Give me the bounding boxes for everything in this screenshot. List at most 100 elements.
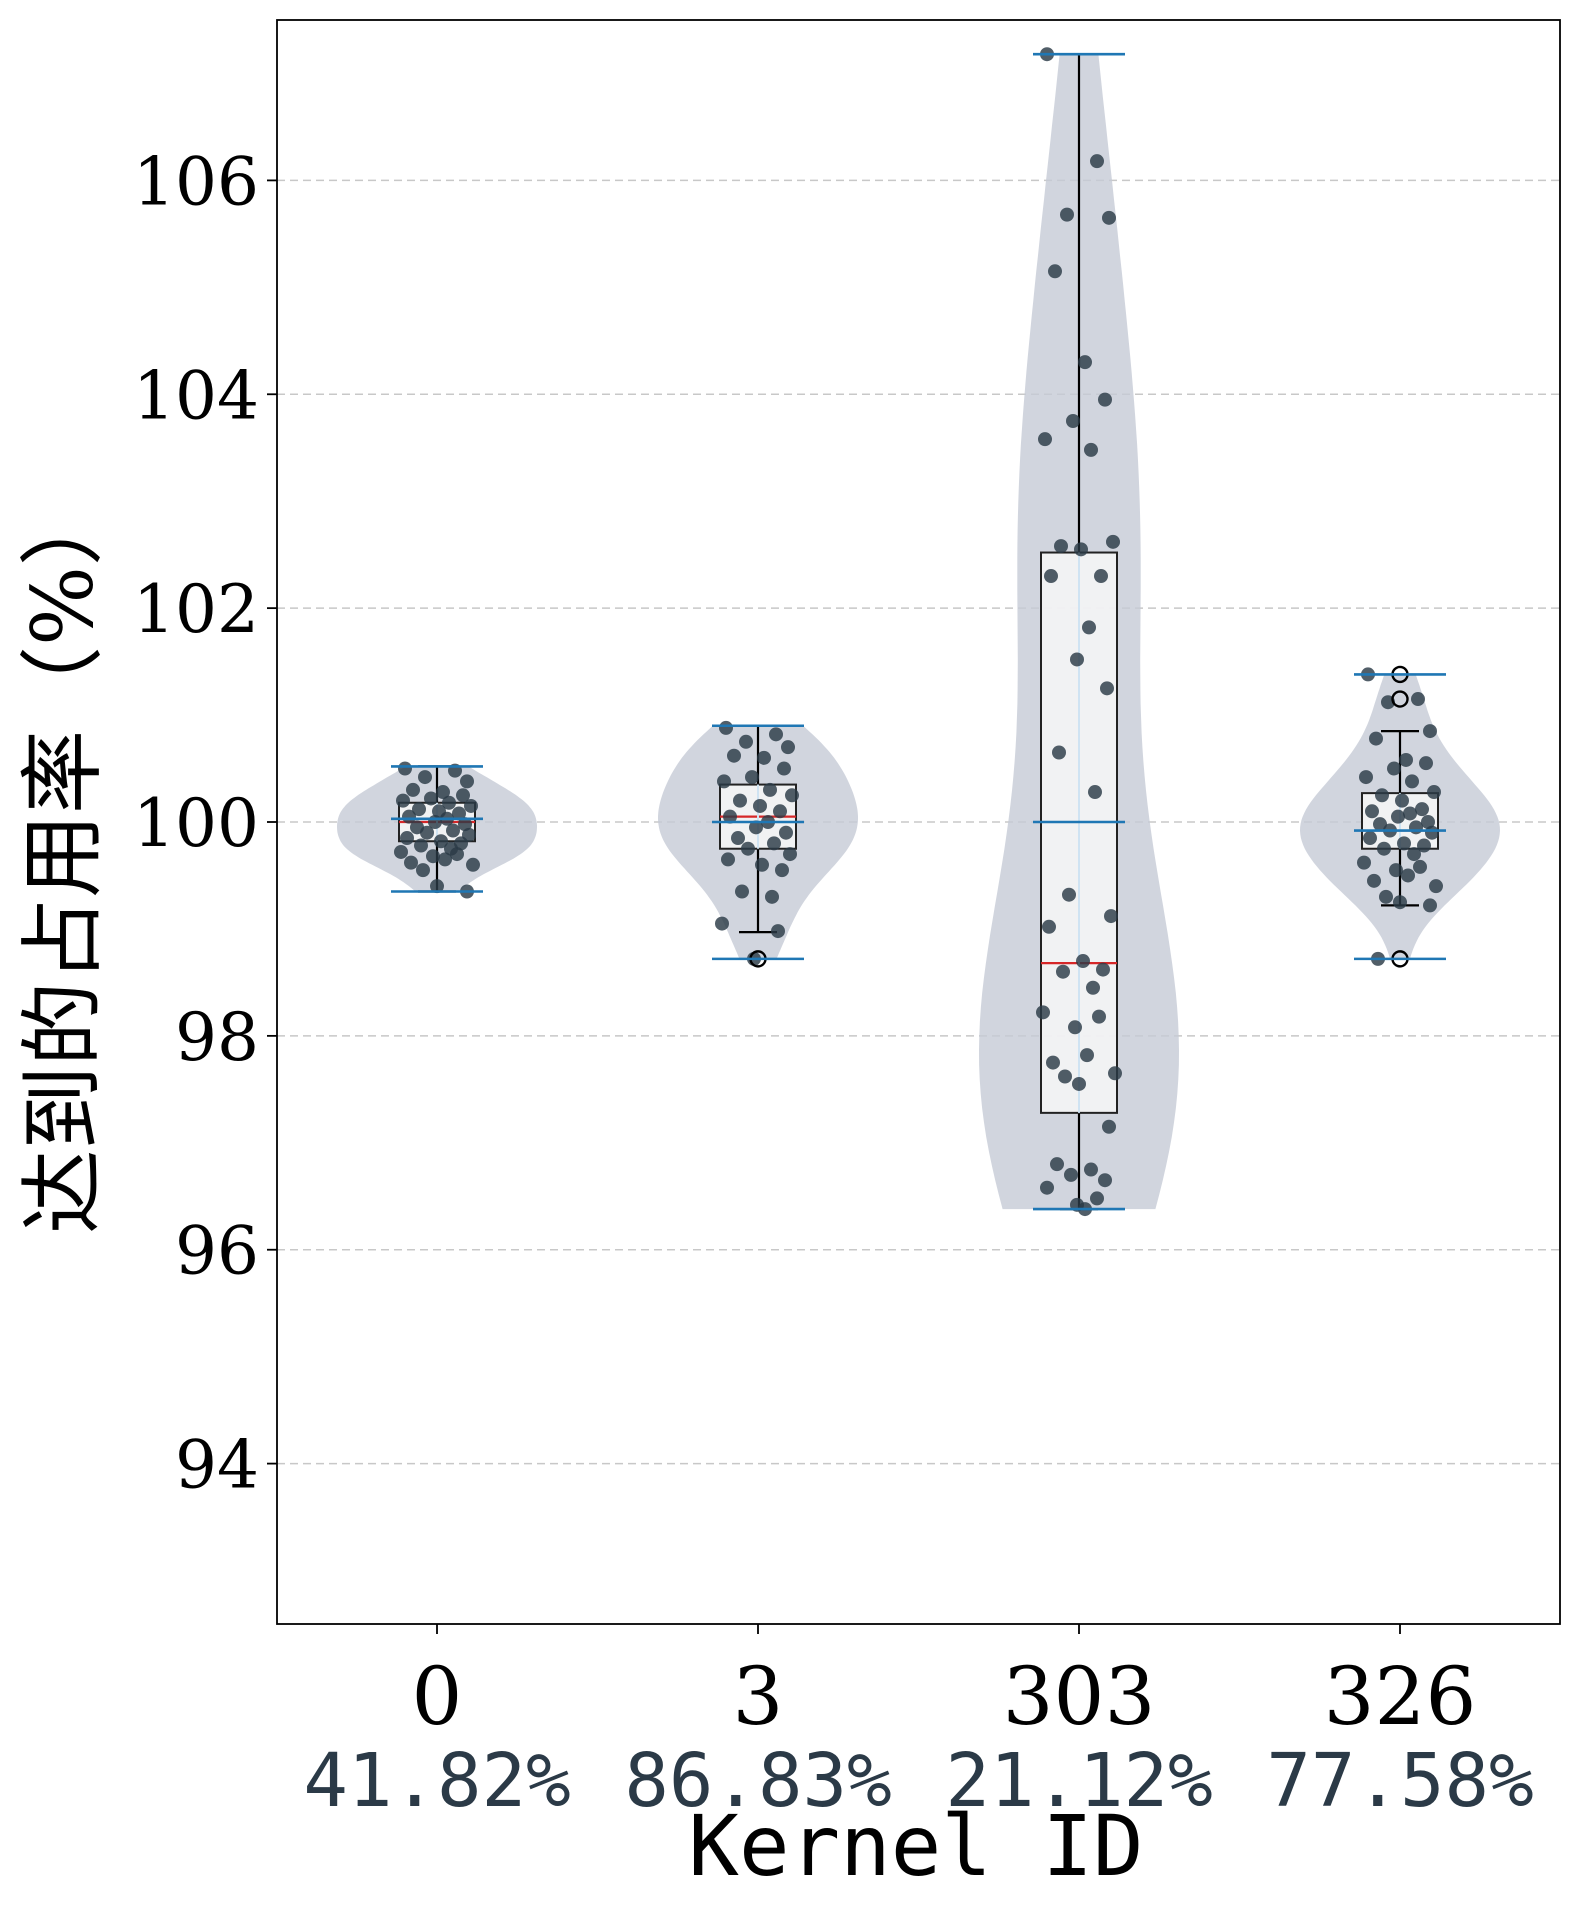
data-point: [1369, 731, 1383, 746]
data-point: [1076, 954, 1090, 969]
data-point: [394, 844, 408, 859]
data-point: [749, 820, 763, 835]
x-axis-label: Kernel ID: [688, 1797, 1143, 1895]
data-point: [1413, 859, 1427, 874]
data-point: [414, 838, 428, 853]
data-point: [719, 720, 733, 735]
data-point: [721, 852, 735, 867]
data-point: [1054, 539, 1068, 554]
data-point: [1098, 1173, 1112, 1188]
data-point: [753, 798, 767, 813]
data-point: [727, 748, 741, 763]
data-point: [763, 782, 777, 797]
y-tick-label: 98: [175, 999, 259, 1076]
y-tick-label: 104: [133, 357, 259, 434]
x-tick-sublabel: 77.58%: [1266, 1738, 1533, 1824]
x-tick-sublabel: 41.82%: [303, 1738, 570, 1824]
data-point: [739, 734, 753, 749]
data-point: [1056, 964, 1070, 979]
data-point: [452, 806, 466, 821]
data-point: [745, 770, 759, 785]
data-point: [1042, 919, 1056, 934]
data-point: [1427, 785, 1441, 800]
data-point: [783, 847, 797, 862]
data-point: [1407, 847, 1421, 862]
data-point: [1066, 414, 1080, 428]
data-point: [1357, 855, 1371, 870]
data-point: [1094, 569, 1108, 584]
y-axis-label: 达到的占用率（%）: [14, 482, 112, 1234]
data-point: [1044, 569, 1058, 584]
data-point: [404, 855, 418, 870]
data-point: [1411, 692, 1425, 707]
data-point: [1104, 909, 1118, 924]
data-point: [1100, 681, 1114, 696]
data-point: [1068, 1020, 1082, 1035]
data-point: [1363, 831, 1377, 846]
data-point: [1102, 210, 1116, 225]
data-point: [1419, 756, 1433, 771]
data-point: [430, 879, 444, 894]
data-point: [771, 924, 785, 939]
data-point: [779, 825, 793, 840]
data-point: [460, 774, 474, 789]
data-point: [1429, 879, 1443, 894]
data-point: [715, 916, 729, 931]
data-point: [757, 750, 771, 765]
data-point: [446, 823, 460, 838]
data-point: [1092, 1009, 1106, 1024]
data-point: [767, 836, 781, 851]
data-point: [1090, 1191, 1104, 1206]
data-point: [741, 841, 755, 856]
data-point: [1417, 838, 1431, 853]
data-point: [1421, 815, 1435, 829]
data-point: [402, 809, 416, 824]
data-point: [1084, 1162, 1098, 1177]
y-axis-ticks: 94 96 98 100 102 104 106: [133, 143, 277, 1504]
data-point: [450, 847, 464, 862]
data-point: [1088, 785, 1102, 800]
data-point: [723, 809, 737, 824]
data-point: [1108, 1066, 1122, 1081]
data-point: [398, 761, 412, 776]
extrema-lines: [391, 52, 1446, 1211]
y-tick-label: 106: [133, 143, 259, 220]
data-point: [1359, 770, 1373, 785]
data-point: [731, 831, 745, 846]
data-point: [1086, 980, 1100, 995]
data-point: [418, 770, 432, 785]
data-point: [1423, 724, 1437, 739]
data-point: [1367, 873, 1381, 888]
y-tick-label: 96: [175, 1213, 259, 1290]
data-point: [436, 785, 450, 800]
data-point: [1096, 962, 1110, 977]
data-point: [1082, 620, 1096, 635]
data-point: [1072, 1076, 1086, 1091]
data-point: [400, 831, 414, 846]
data-point: [1377, 841, 1391, 856]
data-point: [426, 849, 440, 864]
data-point: [412, 802, 426, 817]
jitter-points: [394, 47, 1443, 1217]
data-point: [1098, 392, 1112, 407]
data-point: [1058, 1069, 1072, 1084]
data-point: [466, 857, 480, 872]
data-point: [434, 834, 448, 849]
data-point: [438, 852, 452, 867]
y-tick-label: 102: [133, 571, 259, 648]
data-point: [456, 788, 470, 803]
data-point: [735, 884, 749, 899]
data-point: [781, 740, 795, 755]
data-point: [769, 727, 783, 742]
data-point: [1046, 1055, 1060, 1070]
data-point: [1401, 868, 1415, 883]
data-point: [765, 889, 779, 904]
data-point: [1084, 442, 1098, 457]
data-point: [1106, 534, 1120, 549]
data-point: [1415, 802, 1429, 817]
data-point: [1395, 793, 1409, 808]
data-point: [1425, 825, 1439, 840]
data-point: [1074, 542, 1088, 557]
data-point: [1038, 432, 1052, 447]
